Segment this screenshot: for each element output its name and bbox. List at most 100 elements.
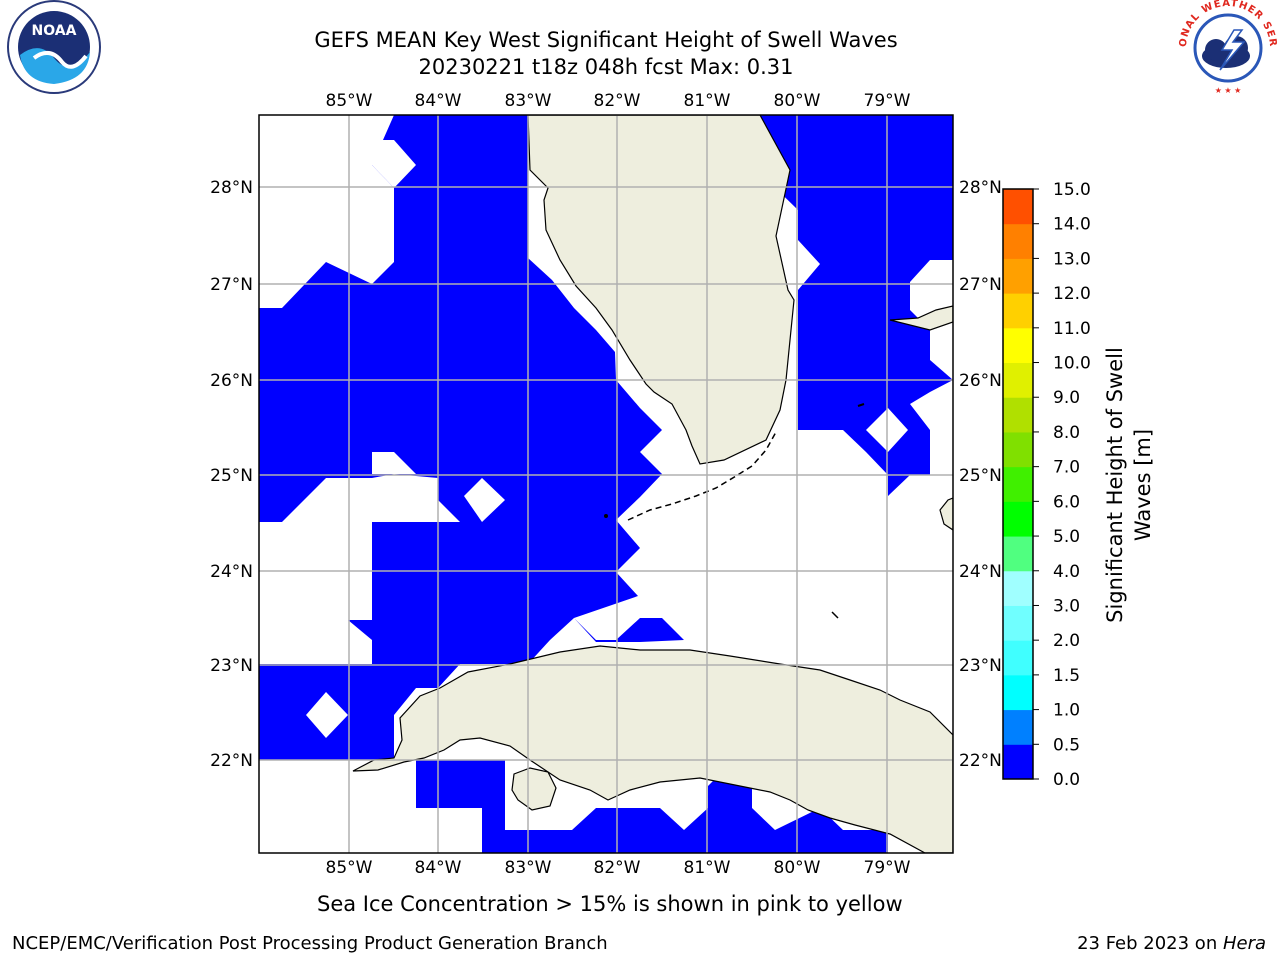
colorbar-frame [1002, 188, 1034, 780]
colorbar-tick-label: 7.0 [1053, 458, 1080, 478]
colorbar-tick-label: 8.0 [1053, 423, 1080, 443]
lon-label-bottom: 81°W [684, 858, 731, 878]
lon-label-top: 81°W [684, 91, 731, 111]
lon-label-top: 80°W [774, 91, 821, 111]
footer-host: Hera [1222, 933, 1266, 954]
colorbar-label-line1: Significant Height of Swell [1103, 347, 1127, 623]
swell-cell-region [574, 618, 684, 642]
colorbar-segment [1003, 674, 1033, 711]
florida-landmass [527, 115, 795, 465]
colorbar-segment [1003, 605, 1033, 641]
graticule [259, 115, 953, 853]
colorbar-segment [1003, 189, 1033, 225]
noaa-logo: NOAA [7, 0, 101, 94]
colorbar-segment [1003, 223, 1033, 259]
no-data-region [372, 140, 416, 188]
colorbar-tick-label: 11.0 [1053, 319, 1091, 339]
andros-island [939, 497, 953, 531]
map-area [259, 115, 953, 853]
lon-label-bottom: 85°W [326, 858, 373, 878]
colorbar-tick-label: 6.0 [1053, 492, 1080, 512]
colorbar-tick-label: 0.0 [1053, 770, 1080, 790]
lat-label-left: 25°N [210, 466, 253, 486]
lat-label-left: 24°N [210, 562, 253, 582]
map-frame [258, 114, 954, 854]
lon-label-top: 79°W [864, 91, 911, 111]
map-subtitle: 20230221 t18z 048h fcst Max: 0.31 [418, 55, 794, 79]
no-data-region [464, 478, 505, 522]
no-data-region [259, 620, 372, 664]
nws-stars: ★ ★ ★ [1215, 86, 1242, 95]
nws-logo: NATIONAL WEATHER SERVICE ★ ★ ★ [1176, 0, 1277, 95]
colorbar-segment [1003, 709, 1033, 745]
lat-label-right: 23°N [959, 656, 1002, 676]
lat-label-right: 22°N [959, 751, 1002, 771]
cuba-landmass [352, 645, 953, 853]
lat-labels-right: 28°N 27°N 26°N 25°N 24°N 23°N 22°N [959, 178, 1002, 771]
colorbar-tick-label: 9.0 [1053, 388, 1080, 408]
colorbar-tick-label: 1.5 [1053, 666, 1080, 686]
lon-label-top: 83°W [505, 91, 552, 111]
colorbar-segment [1003, 397, 1033, 433]
colorbar-tick-label: 3.0 [1053, 596, 1080, 616]
colorbar-tick-label: 5.0 [1053, 527, 1080, 547]
colorbar-segment [1003, 744, 1033, 780]
no-data-region [306, 692, 348, 738]
lat-label-right: 24°N [959, 562, 1002, 582]
no-data-region [259, 140, 282, 212]
colorbar-tick-label: 12.0 [1053, 284, 1091, 304]
colorbar-label-line2: Waves [m] [1131, 429, 1155, 541]
colorbar-segment [1003, 431, 1033, 468]
map-title: GEFS MEAN Key West Significant Height of… [314, 28, 898, 52]
lon-label-top: 82°W [594, 91, 641, 111]
lat-label-right: 28°N [959, 178, 1002, 198]
lat-label-right: 26°N [959, 371, 1002, 391]
colorbar-tick-label: 13.0 [1053, 249, 1091, 269]
swell-cell-region [752, 115, 953, 496]
islet [831, 611, 839, 619]
lon-label-bottom: 82°W [594, 858, 641, 878]
bahamas-island [889, 305, 953, 331]
islet [604, 514, 608, 518]
lat-label-right: 25°N [959, 466, 1002, 486]
land-areas [352, 115, 953, 853]
islet [857, 403, 865, 407]
no-data-region [304, 115, 326, 165]
colorbar-tick-label: 0.5 [1053, 735, 1080, 755]
no-data-region [372, 452, 416, 474]
lat-labels-left: 28°N 27°N 26°N 25°N 24°N 23°N 22°N [210, 178, 253, 771]
colorbar-tick-label: 4.0 [1053, 562, 1080, 582]
colorbar-tick-label: 15.0 [1053, 180, 1091, 200]
sea-ice-note: Sea Ice Concentration > 15% is shown in … [317, 892, 903, 916]
lon-label-top: 84°W [415, 91, 462, 111]
colorbar-segment [1003, 466, 1033, 502]
footer-credit: NCEP/EMC/Verification Post Processing Pr… [12, 933, 608, 954]
swell-cell-region [482, 764, 888, 853]
lon-label-bottom: 79°W [864, 858, 911, 878]
colorbar: 15.0 14.0 13.0 12.0 11.0 10.0 9.0 8.0 7.0 6.0 5.0 4… [1002, 180, 1091, 790]
swell-cell-region [416, 760, 505, 808]
colorbar-tick-label: 14.0 [1053, 215, 1091, 235]
colorbar-segment [1003, 258, 1033, 294]
lat-label-right: 27°N [959, 275, 1002, 295]
lon-label-bottom: 83°W [505, 858, 552, 878]
colorbar-segment [1003, 327, 1033, 364]
florida-keys [627, 431, 777, 521]
lon-label-bottom: 80°W [774, 858, 821, 878]
colorbar-segment [1003, 501, 1033, 537]
noaa-logo-text: NOAA [32, 23, 77, 39]
footer-date: 23 Feb 2023 on Hera [1077, 933, 1266, 954]
no-data-region [259, 474, 460, 640]
lon-label-top: 85°W [326, 91, 373, 111]
lat-label-left: 26°N [210, 371, 253, 391]
colorbar-segment [1003, 293, 1033, 329]
lat-label-left: 28°N [210, 178, 253, 198]
lon-labels-bottom: 85°W 84°W 83°W 82°W 81°W 80°W 79°W [326, 858, 911, 878]
isle-of-youth [511, 767, 557, 811]
colorbar-tick-label: 10.0 [1053, 354, 1091, 374]
lat-label-left: 27°N [210, 275, 253, 295]
colorbar-tick-label: 1.0 [1053, 701, 1080, 721]
lon-label-bottom: 84°W [415, 858, 462, 878]
lat-label-left: 23°N [210, 656, 253, 676]
